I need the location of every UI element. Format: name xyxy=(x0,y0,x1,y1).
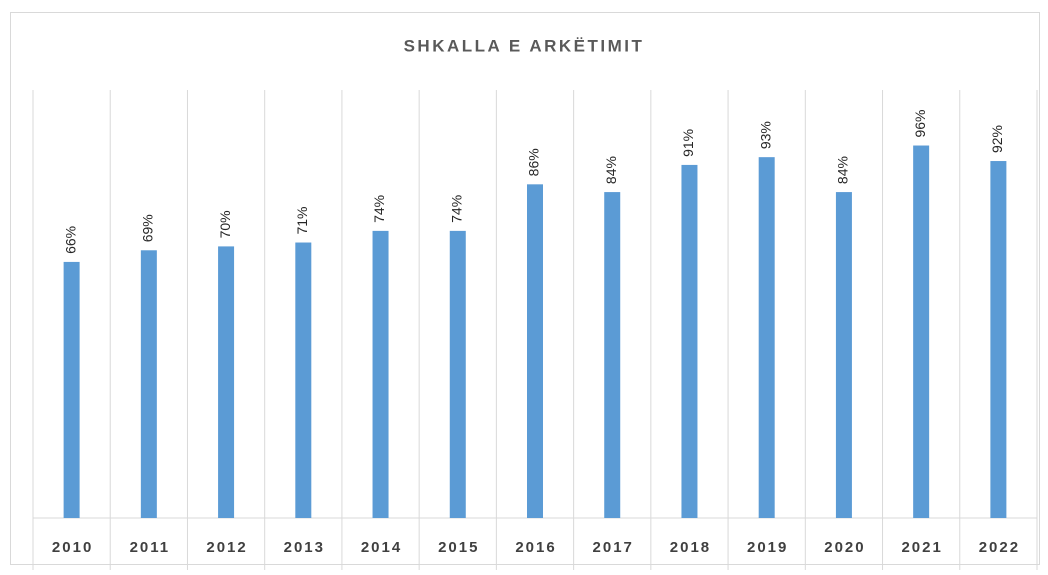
data-label: 84% xyxy=(835,156,851,184)
x-tick-label: 2022 xyxy=(979,539,1020,556)
data-label: 71% xyxy=(294,206,310,234)
bar xyxy=(372,230,389,518)
bar xyxy=(681,164,698,519)
data-label: 93% xyxy=(757,121,773,149)
x-tick-label: 2018 xyxy=(670,539,711,556)
data-label: 74% xyxy=(371,195,387,223)
x-tick-label: 2015 xyxy=(438,539,479,556)
x-tick-label: 2013 xyxy=(284,539,325,556)
bar xyxy=(218,246,235,518)
chart-border xyxy=(10,12,1040,565)
data-label: 69% xyxy=(140,214,156,242)
x-tick-label: 2019 xyxy=(747,539,788,556)
data-label: 96% xyxy=(912,109,928,137)
x-tick-label: 2010 xyxy=(52,539,93,556)
x-tick-label: 2011 xyxy=(130,539,171,556)
x-tick-label: 2016 xyxy=(515,539,556,556)
bar xyxy=(63,261,80,518)
data-label: 66% xyxy=(62,226,78,254)
data-label: 92% xyxy=(989,125,1005,153)
bar xyxy=(449,230,466,518)
x-tick-label: 2017 xyxy=(593,539,634,556)
bar xyxy=(527,184,543,518)
x-tick-label: 2012 xyxy=(206,539,247,556)
bar xyxy=(140,250,157,518)
x-tick-label: 2021 xyxy=(901,539,942,556)
x-tick-label: 2014 xyxy=(361,539,402,556)
x-tick-label: 2020 xyxy=(824,539,865,556)
bar xyxy=(990,161,1007,519)
data-label: 86% xyxy=(526,148,542,176)
data-label: 91% xyxy=(680,129,696,157)
bar xyxy=(835,192,852,518)
data-label: 84% xyxy=(603,156,619,184)
bar xyxy=(758,157,775,518)
data-label: 70% xyxy=(217,210,233,238)
bar xyxy=(913,145,930,518)
bar xyxy=(604,192,621,518)
bar xyxy=(295,242,312,518)
chart-title: SHKALLA E ARKËTIMIT xyxy=(404,36,645,55)
data-label: 74% xyxy=(448,195,464,223)
